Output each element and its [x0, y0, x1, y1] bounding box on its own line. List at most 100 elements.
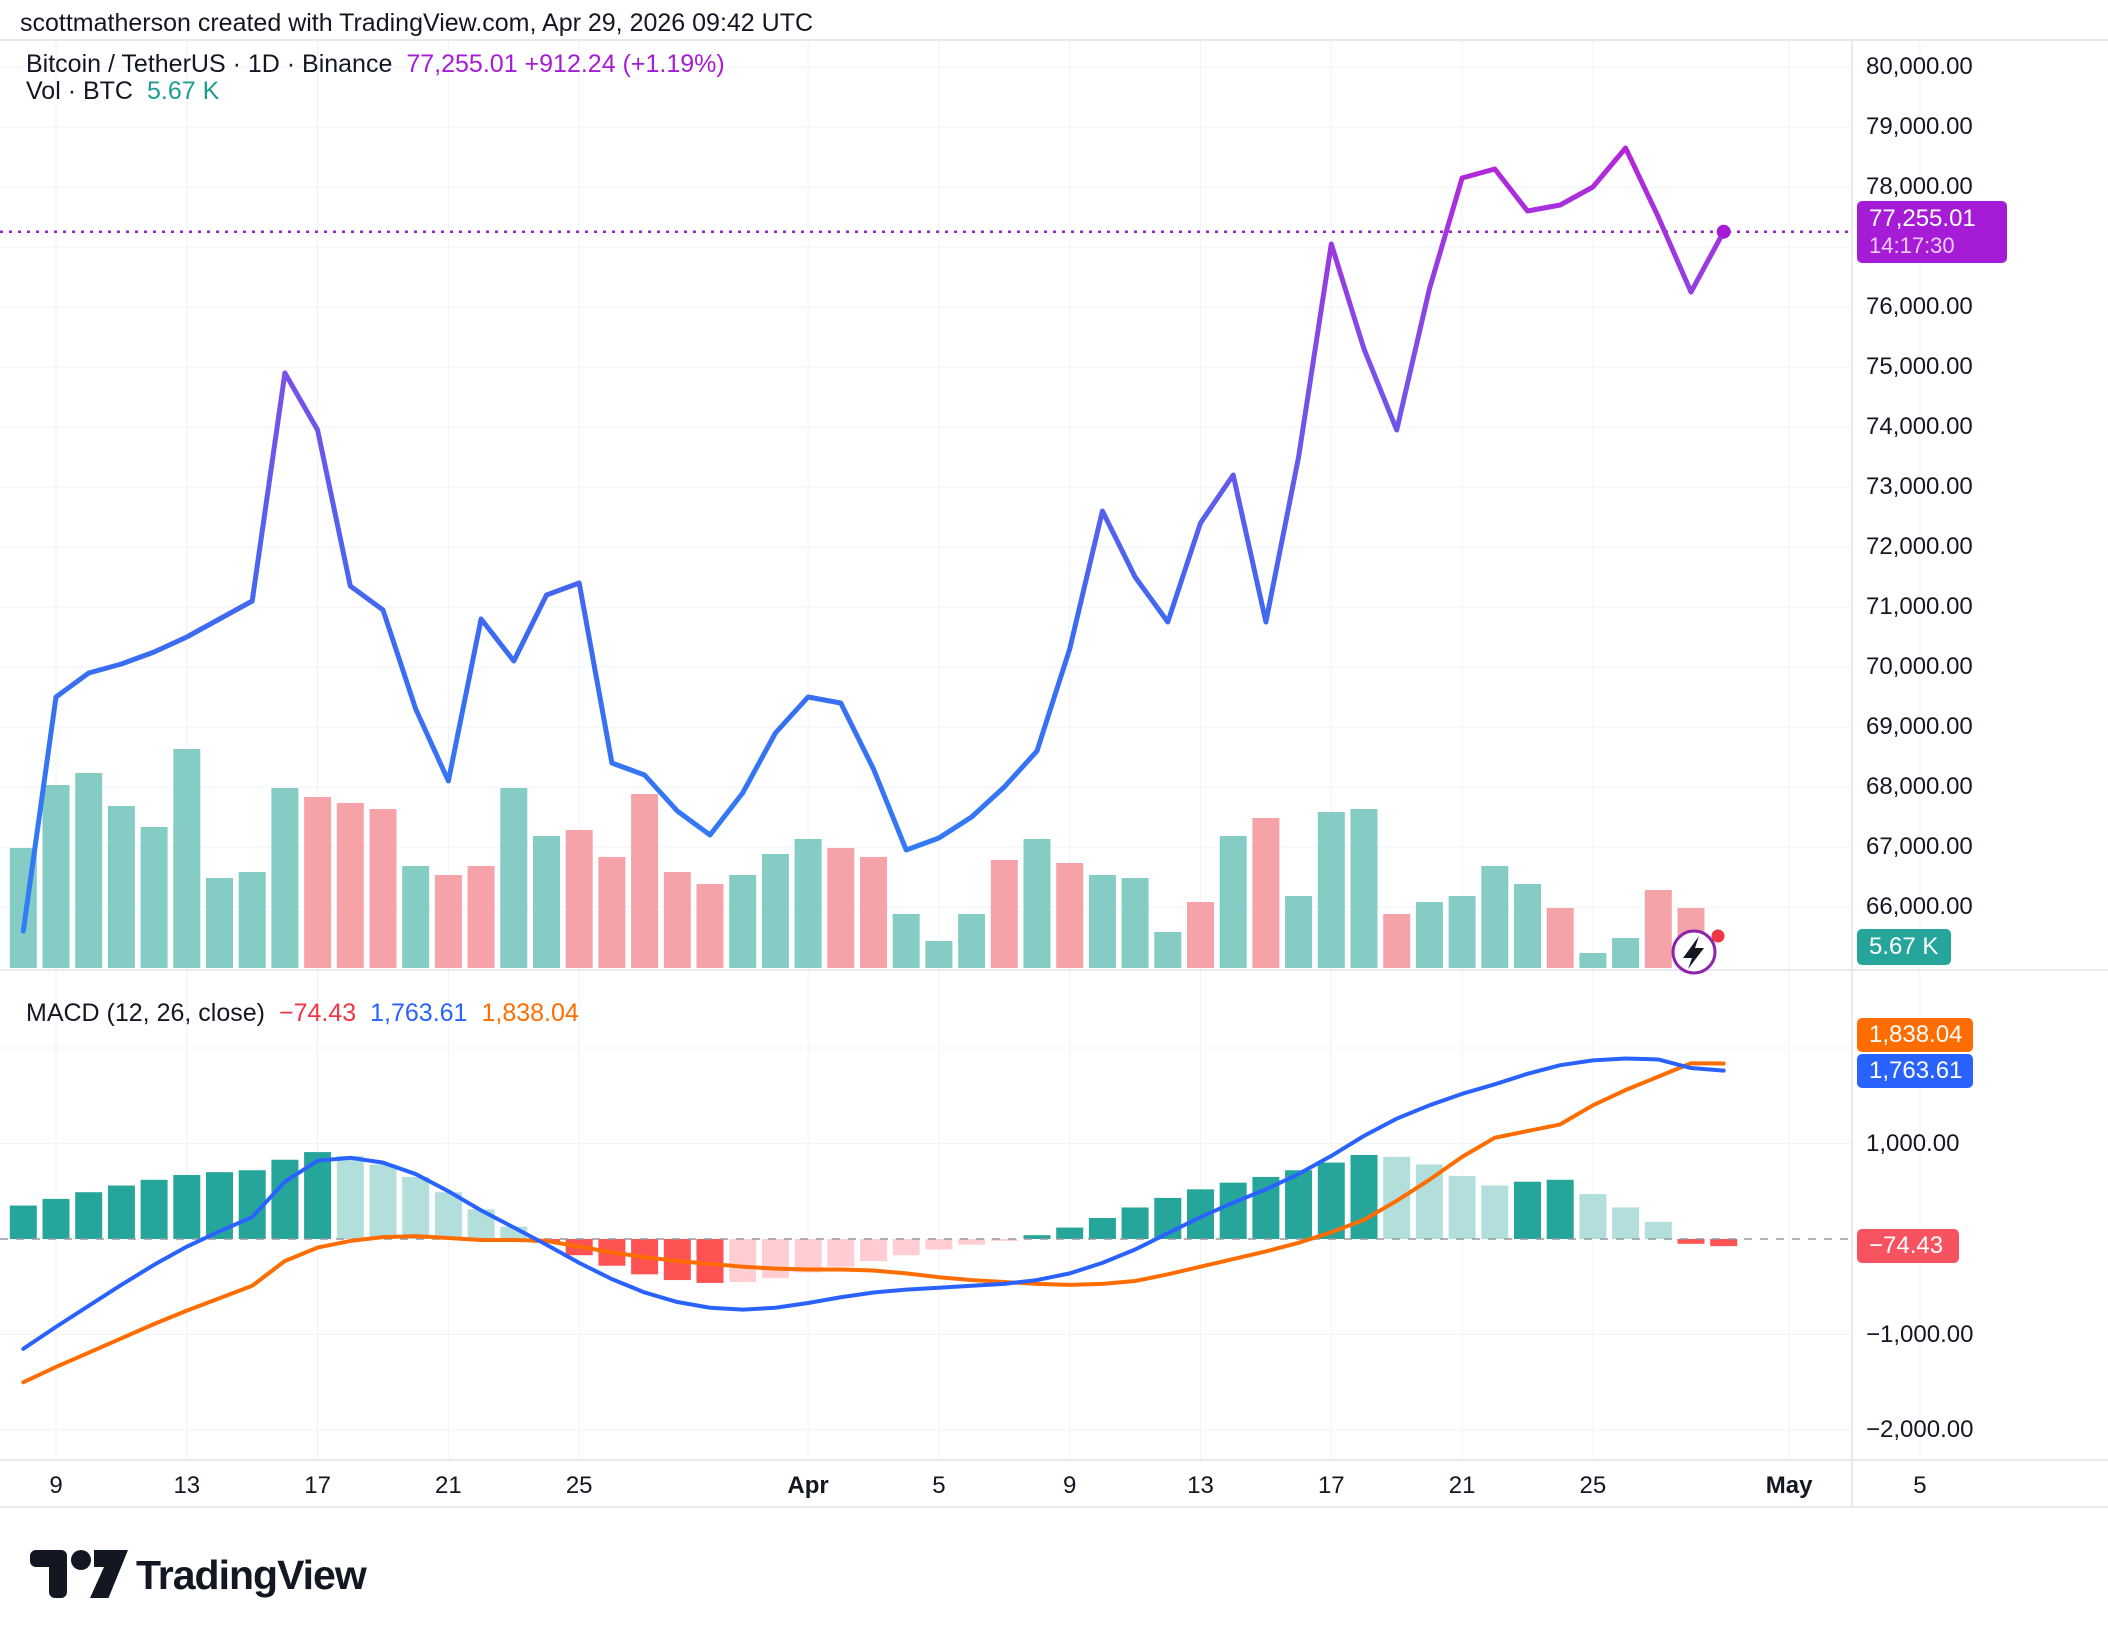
price-axis-label: 69,000.00 [1866, 713, 1973, 740]
macd-histogram-bar [1481, 1185, 1509, 1239]
macd-histogram-bar [140, 1179, 168, 1239]
volume-bar [304, 797, 332, 968]
macd-histogram-bar [75, 1192, 103, 1239]
time-axis-label: 25 [565, 1472, 593, 1499]
countdown-timer: 14:17:30 [1869, 233, 1955, 258]
macd-histogram-bar [1383, 1156, 1411, 1239]
price-axis-label: 76,000.00 [1866, 293, 1973, 320]
macd-histogram-bar [369, 1164, 397, 1239]
symbol-title: Bitcoin / TetherUS · 1D · Binance [26, 50, 393, 78]
volume-bar [1121, 878, 1149, 968]
time-axis-label: 9 [49, 1472, 63, 1499]
macd-histogram-bar [892, 1239, 920, 1256]
volume-bar [892, 914, 920, 968]
volume-legend: Vol · BTC 5.67 K [26, 77, 219, 106]
macd-histogram-bar [1644, 1221, 1672, 1239]
symbol-legend: Bitcoin / TetherUS · 1D · Binance 77,255.… [26, 50, 725, 79]
macd-histogram-bar [1579, 1194, 1607, 1239]
macd-histogram-bar [860, 1239, 887, 1261]
volume-value: 5.67 K [146, 77, 220, 105]
price-axis-label: 75,000.00 [1866, 353, 1973, 380]
tradingview-logo-text[interactable]: TradingView [136, 1552, 367, 1598]
volume-bar [1023, 839, 1051, 968]
symbol-price-change: 77,255.01 +912.24 (+1.19%) [406, 50, 725, 78]
volume-bar [75, 773, 103, 968]
macd-histogram-bar [1317, 1162, 1345, 1239]
volume-label: Vol · BTC [26, 77, 133, 105]
time-axis-label: 5 [1913, 1472, 1927, 1499]
volume-bar [336, 803, 364, 968]
volume-bar [565, 830, 593, 968]
volume-bar [958, 914, 986, 968]
volume-bar [598, 857, 626, 968]
volume-bar [402, 866, 430, 968]
volume-bar [860, 857, 887, 968]
volume-bar [663, 872, 691, 968]
volume-bar [1350, 809, 1378, 968]
volume-bar [761, 854, 789, 968]
volume-bar [1612, 938, 1640, 968]
price-axis-label: 72,000.00 [1866, 533, 1973, 560]
macd-histogram-bar [1546, 1179, 1574, 1239]
price-axis-label: 73,000.00 [1866, 473, 1973, 500]
lightning-icon[interactable] [1683, 936, 1704, 969]
macd-histogram-bar [42, 1198, 70, 1239]
macd-line-badge: 1,763.61 [1857, 1054, 1973, 1088]
volume-bar [1415, 902, 1443, 968]
macd-histogram-bar [1710, 1239, 1738, 1247]
volume-bar [1448, 896, 1476, 968]
macd-axis-label: −2,000.00 [1866, 1416, 1974, 1443]
price-axis-label: 68,000.00 [1866, 773, 1973, 800]
macd-histogram-bar [107, 1185, 135, 1239]
macd-histogram-bar [336, 1155, 364, 1239]
volume-bar [271, 788, 299, 968]
time-axis-label: 25 [1579, 1472, 1607, 1499]
volume-bar [1088, 875, 1116, 968]
volume-bar [827, 848, 855, 968]
macd-line-value: 1,763.61 [370, 999, 468, 1027]
volume-bar [173, 749, 201, 968]
macd-label: MACD (12, 26, close) [26, 999, 265, 1027]
macd-histogram-bar [434, 1192, 462, 1239]
macd-histogram-bar [1350, 1154, 1378, 1239]
volume-bar [1154, 932, 1182, 968]
price-axis-label: 80,000.00 [1866, 53, 1973, 80]
price-axis-label: 66,000.00 [1866, 893, 1973, 920]
macd-histogram-bar [173, 1175, 201, 1239]
macd-line [21, 1056, 1726, 1351]
time-axis-label: 21 [435, 1472, 462, 1499]
time-axis-label: 5 [932, 1472, 946, 1499]
volume-bar [794, 839, 822, 968]
macd-histogram-bar [9, 1205, 37, 1239]
volume-bar [1317, 812, 1345, 968]
macd-histogram-bar [1121, 1207, 1149, 1239]
volume-bar [1252, 818, 1280, 968]
macd-legend: MACD (12, 26, close) −74.43 1,763.61 1,838.… [26, 999, 579, 1028]
time-axis-label: 13 [1187, 1472, 1214, 1499]
current-price: 77,255.01 [1869, 205, 1976, 232]
volume-bar [1383, 914, 1411, 968]
volume-bar [238, 872, 266, 968]
macd-histogram-bar [1448, 1175, 1476, 1239]
macd-histogram-bar [696, 1239, 724, 1283]
macd-hist-value: −74.43 [278, 999, 357, 1027]
macd-histogram-bar [958, 1239, 986, 1245]
volume-bar [1219, 836, 1247, 968]
volume-bar [500, 788, 528, 968]
attribution-header: scottmatherson created with TradingView.… [20, 9, 814, 37]
macd-histogram-bar [827, 1239, 855, 1267]
volume-bar [729, 875, 757, 968]
macd-histogram-bar [1088, 1217, 1116, 1239]
macd-histogram-bar [794, 1239, 822, 1273]
macd-axis-label: −1,000.00 [1866, 1320, 1974, 1348]
volume-bar [434, 875, 462, 968]
macd-signal-badge: 1,838.04 [1857, 1018, 1973, 1052]
macd-histogram-bar [1514, 1181, 1541, 1239]
macd-histogram-bar [402, 1176, 430, 1239]
time-axis-label: 17 [1317, 1472, 1345, 1499]
price-axis-label: 79,000.00 [1866, 113, 1973, 140]
macd-hist-badge: −74.43 [1857, 1229, 1959, 1263]
tradingview-logo-icon[interactable] [30, 1550, 130, 1600]
last-price-dot [1716, 224, 1731, 239]
